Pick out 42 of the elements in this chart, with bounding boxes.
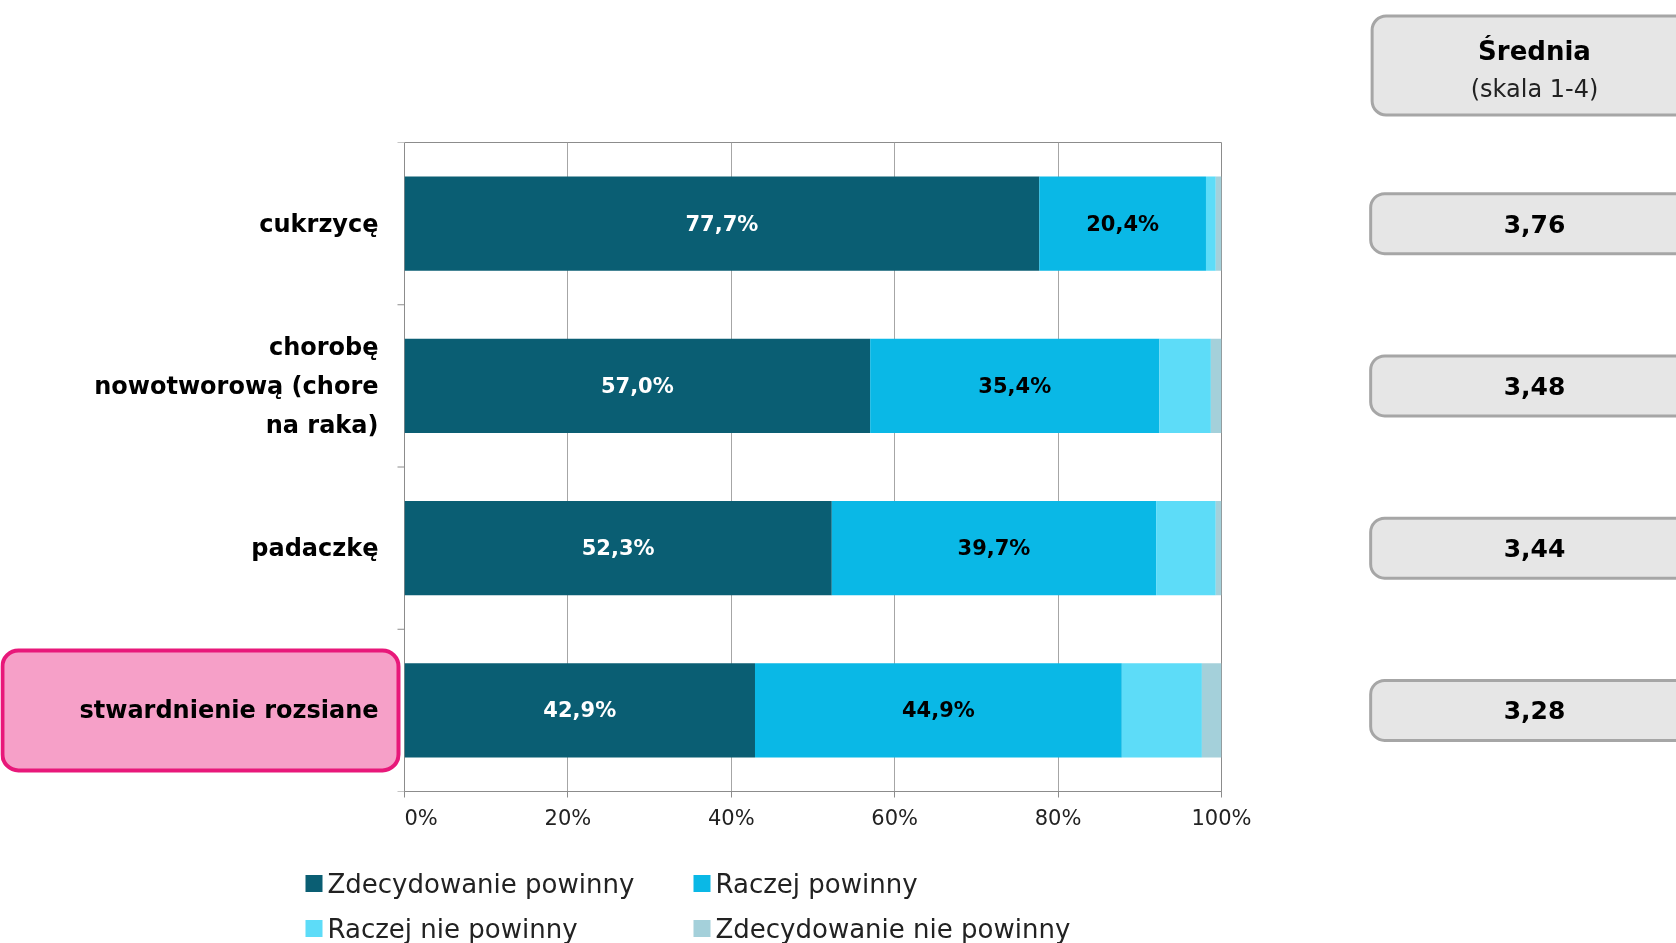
bar [1205, 176, 1216, 271]
x-tick-label: 80% [1034, 805, 1082, 830]
bar [1121, 663, 1202, 758]
legend-label: Zdecydowanie powinny [327, 868, 635, 899]
bar [404, 501, 832, 596]
bar [1156, 501, 1216, 596]
bar [831, 501, 1157, 596]
bar [1201, 663, 1222, 758]
bar [1159, 338, 1211, 433]
data-label: 44,9% [901, 698, 975, 723]
bar [1210, 338, 1222, 433]
data-label: 52,3% [581, 536, 655, 561]
x-tick-label: 40% [707, 805, 755, 830]
text: 3,28 [1503, 696, 1566, 726]
bar [404, 663, 755, 758]
bar [870, 338, 1160, 433]
legend-label: Raczej nie powinny [327, 913, 578, 943]
text: 3,48 [1503, 371, 1566, 401]
bar [404, 176, 1040, 271]
legend-label: Zdecydowanie nie powinny [715, 913, 1071, 943]
y-tick-label: stwardnienie rozsiane [79, 696, 379, 725]
legend-label: Raczej powinny [715, 868, 918, 899]
data-label: 57,0% [600, 373, 674, 398]
data-label: 77,7% [685, 211, 759, 236]
data-label: 42,9% [543, 698, 617, 723]
y-tick-label: chorobę nowotworową (chore na raka) [94, 332, 379, 440]
data-label: 20,4% [1086, 211, 1160, 236]
text: 3,76 [1503, 209, 1566, 239]
data-label: 39,7% [957, 536, 1031, 561]
y-tick-label: cukrzycę [259, 209, 379, 238]
bar [1039, 176, 1206, 271]
text: Średnia [1478, 35, 1591, 66]
y-tick-label: padaczkę [251, 534, 379, 563]
data-label: 35,4% [978, 373, 1052, 398]
bar [754, 663, 1122, 758]
x-tick-label: 60% [871, 805, 919, 830]
x-tick-label: 0% [404, 805, 438, 830]
text: (skala 1-4) [1470, 74, 1599, 103]
bar [404, 338, 871, 433]
x-tick-label: 20% [544, 805, 592, 830]
x-tick-label: 100% [1191, 805, 1252, 830]
text: 3,44 [1503, 534, 1566, 564]
